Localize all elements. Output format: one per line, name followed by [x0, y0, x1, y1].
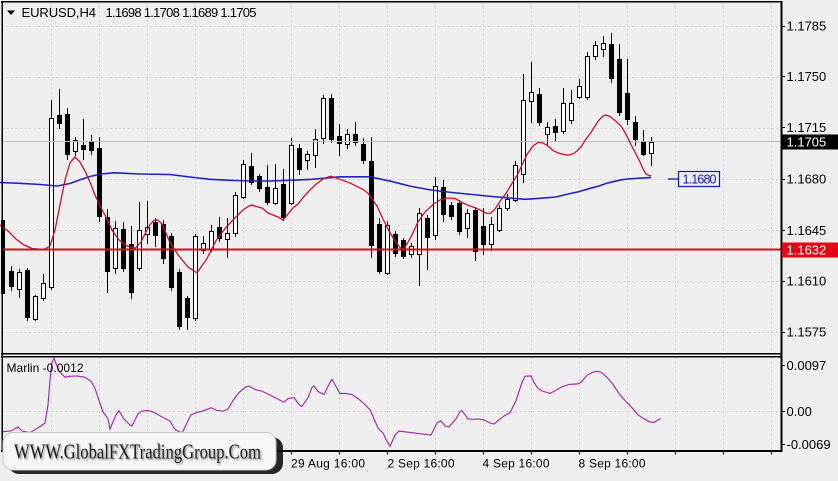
svg-text:-0.0069: -0.0069 [787, 437, 831, 452]
svg-text:8 Sep 16:00: 8 Sep 16:00 [579, 457, 646, 471]
svg-text:2 Sep 16:00: 2 Sep 16:00 [388, 457, 455, 471]
svg-text:Marlin -0.0012: Marlin -0.0012 [7, 361, 84, 375]
svg-text:1.1610: 1.1610 [787, 274, 827, 289]
svg-text:1.1785: 1.1785 [787, 19, 827, 34]
svg-text:0.0097: 0.0097 [787, 358, 827, 373]
svg-text:0.00: 0.00 [787, 404, 812, 419]
svg-text:1.1680: 1.1680 [683, 172, 717, 186]
svg-text:29 Aug 16:00: 29 Aug 16:00 [291, 457, 365, 471]
svg-text:1.1750: 1.1750 [787, 69, 827, 84]
svg-text:1.1575: 1.1575 [787, 325, 827, 340]
svg-text:1.1715: 1.1715 [787, 120, 827, 135]
svg-text:1.1645: 1.1645 [787, 223, 827, 238]
svg-text:1.1698 1.1708 1.1689 1.1705: 1.1698 1.1708 1.1689 1.1705 [106, 5, 257, 20]
svg-text:1.1705: 1.1705 [787, 135, 827, 150]
svg-text:WWW.GlobalFXTradingGroup.Com: WWW.GlobalFXTradingGroup.Com [14, 441, 261, 464]
svg-text:1.1680: 1.1680 [787, 172, 827, 187]
svg-text:4 Sep 16:00: 4 Sep 16:00 [483, 457, 550, 471]
svg-text:1.1632: 1.1632 [787, 243, 827, 258]
svg-text:EURUSD,H4: EURUSD,H4 [22, 5, 97, 20]
